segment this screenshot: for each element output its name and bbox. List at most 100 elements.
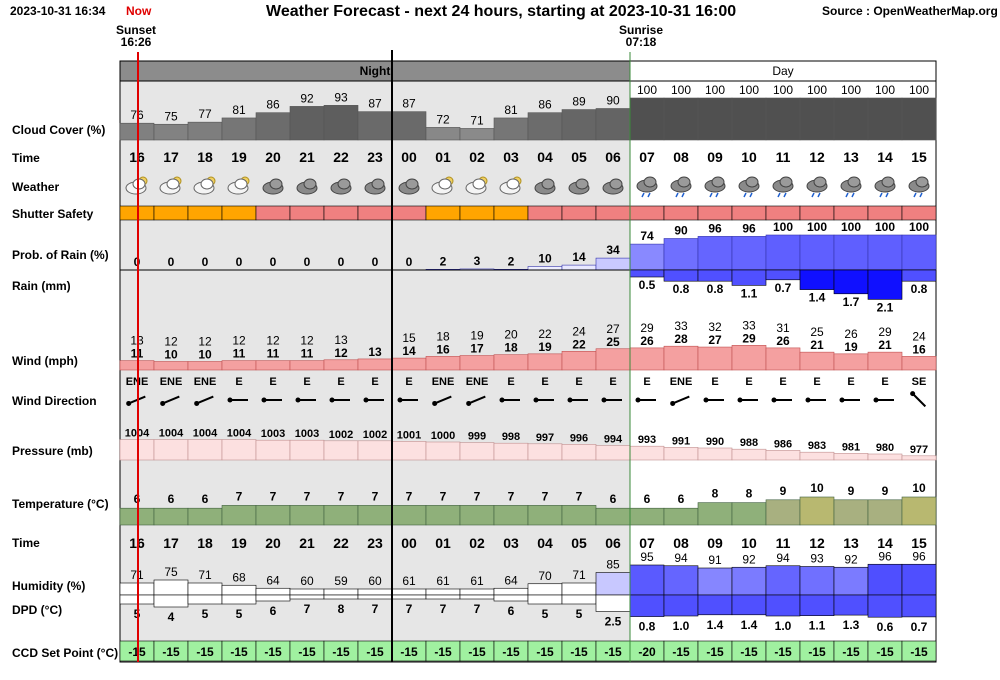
rain-value: 0.8 bbox=[707, 282, 724, 296]
cloud-value: 75 bbox=[164, 109, 178, 123]
row-label-time: Time bbox=[12, 151, 40, 165]
cloud-bar bbox=[323, 105, 359, 141]
wind-gust-value: 24 bbox=[572, 324, 586, 338]
cloud-puff bbox=[303, 178, 317, 190]
rain-bar bbox=[765, 269, 801, 281]
partly-cloudy-moon-icon bbox=[431, 176, 454, 195]
wind-gust-value: 13 bbox=[334, 333, 348, 347]
dpd-bar bbox=[289, 594, 325, 600]
wind-arrow-head bbox=[839, 397, 845, 403]
wind-bar bbox=[765, 347, 801, 371]
wind-arrow-icon bbox=[162, 395, 180, 405]
time-label: 14 bbox=[877, 149, 893, 165]
dpd-value: 5 bbox=[576, 607, 583, 621]
wind-speed-value: 10 bbox=[164, 348, 178, 362]
wind-speed-value: 26 bbox=[776, 334, 790, 348]
pressure-value: 983 bbox=[808, 440, 826, 452]
wind-gust-value: 19 bbox=[470, 329, 484, 343]
temperature-bar bbox=[357, 505, 393, 526]
row-label-weather: Weather bbox=[12, 180, 60, 194]
prob-rain-bar bbox=[833, 234, 869, 271]
temperature-bar bbox=[391, 505, 427, 526]
temperature-value: 7 bbox=[474, 489, 481, 503]
cloud-puff bbox=[813, 176, 827, 188]
time-label: 15 bbox=[911, 149, 927, 165]
wind-speed-value: 17 bbox=[470, 342, 484, 356]
wind-gust-value: 32 bbox=[708, 320, 722, 334]
prob-rain-value: 34 bbox=[606, 243, 620, 257]
pressure-bar bbox=[765, 450, 801, 461]
dpd-value: 0.8 bbox=[639, 620, 656, 634]
humidity-bar bbox=[289, 588, 325, 596]
wind-gust-value: 20 bbox=[504, 328, 518, 342]
wind-bar bbox=[901, 356, 937, 371]
wind-direction-label: E bbox=[337, 376, 344, 388]
row-label-wind: Wind (mph) bbox=[12, 354, 78, 368]
wind-speed-value: 25 bbox=[606, 335, 620, 349]
cloud-value: 93 bbox=[334, 90, 348, 104]
time-label-2: 05 bbox=[571, 535, 587, 551]
pressure-value: 1004 bbox=[159, 428, 184, 440]
humidity-value: 64 bbox=[504, 573, 518, 587]
pressure-value: 996 bbox=[570, 432, 588, 444]
pressure-bar bbox=[595, 445, 631, 461]
ccd-value: -15 bbox=[468, 645, 486, 659]
prob-rain-value: 14 bbox=[572, 250, 586, 264]
wind-arrow-head bbox=[261, 397, 267, 403]
temperature-bar bbox=[323, 505, 359, 526]
sunrise-label: Sunrise bbox=[618, 23, 663, 37]
wind-arrow-icon bbox=[468, 395, 486, 405]
cloud-bar bbox=[357, 111, 393, 141]
time-label: 18 bbox=[197, 149, 213, 165]
cloud-bar bbox=[629, 97, 665, 141]
rain-drop bbox=[885, 192, 889, 198]
cloud-value: 100 bbox=[637, 83, 657, 97]
time-label-2: 08 bbox=[673, 535, 689, 551]
humidity-bar bbox=[357, 588, 393, 596]
wind-gust-value: 12 bbox=[300, 334, 314, 348]
prob-rain-bar bbox=[629, 243, 665, 271]
wind-bar bbox=[153, 361, 189, 371]
cloud-bar bbox=[153, 123, 189, 141]
shutter-cell bbox=[221, 205, 257, 221]
wind-bar bbox=[561, 350, 597, 371]
cloud-bar bbox=[459, 128, 495, 141]
wind-direction-label: ENE bbox=[670, 376, 693, 388]
shutter-cell bbox=[391, 205, 427, 221]
humidity-bar bbox=[765, 565, 801, 596]
wind-arrow-head bbox=[533, 397, 539, 403]
cloud-value: 87 bbox=[402, 97, 416, 111]
wind-gust-value: 25 bbox=[810, 325, 824, 339]
row-label-wind-direction: Wind Direction bbox=[12, 394, 97, 408]
wind-arrow-head bbox=[635, 397, 641, 403]
dpd-value: 6 bbox=[270, 604, 277, 618]
temperature-value: 9 bbox=[882, 484, 889, 498]
rain-cloud-icon bbox=[670, 176, 692, 198]
dpd-value: 0.6 bbox=[877, 620, 894, 634]
humidity-bar bbox=[697, 567, 733, 596]
shutter-cell bbox=[663, 205, 699, 221]
wind-direction-label: E bbox=[303, 376, 310, 388]
wind-arrow-head bbox=[432, 400, 438, 406]
ccd-value: -15 bbox=[434, 645, 452, 659]
wind-direction-label: E bbox=[507, 376, 514, 388]
pressure-bar bbox=[289, 439, 325, 461]
prob-rain-value: 100 bbox=[841, 220, 861, 234]
wind-direction-label: ENE bbox=[160, 376, 183, 388]
wind-bar bbox=[867, 351, 903, 371]
row-label-rain: Rain (mm) bbox=[12, 279, 71, 293]
wind-speed-value: 18 bbox=[504, 341, 518, 355]
row-label-ccd: CCD Set Point (°C) bbox=[12, 646, 119, 660]
time-label: 07 bbox=[639, 149, 655, 165]
rain-cloud-icon bbox=[840, 176, 862, 198]
prob-rain-value: 0 bbox=[202, 255, 209, 269]
rain-value: 1.1 bbox=[741, 286, 758, 300]
pressure-value: 988 bbox=[740, 437, 758, 449]
wind-direction-label: E bbox=[235, 376, 242, 388]
time-label: 03 bbox=[503, 149, 519, 165]
wind-speed-value: 19 bbox=[538, 340, 552, 354]
pressure-value: 1000 bbox=[431, 430, 455, 442]
wind-speed-value: 28 bbox=[674, 332, 688, 346]
row-label-dpd: DPD (°C) bbox=[12, 603, 63, 617]
ccd-value: -15 bbox=[740, 645, 758, 659]
